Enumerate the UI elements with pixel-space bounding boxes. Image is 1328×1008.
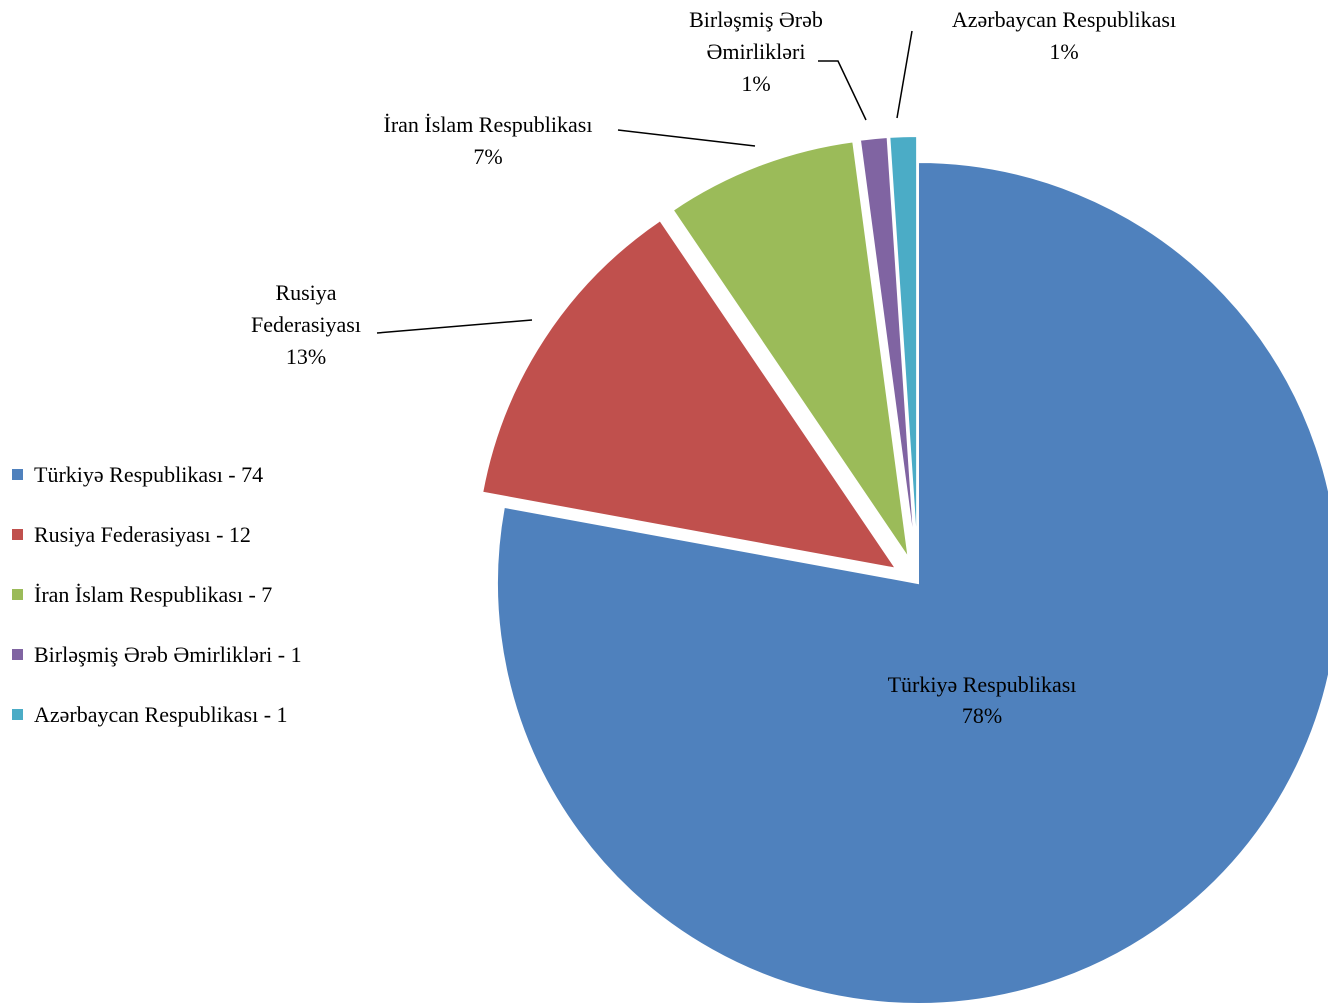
slice-labels: Türkiyə Respublikası 78% Rusiya Federasiyas… — [251, 7, 1176, 728]
data-label-iran-islam-respublikasi: 7% — [473, 144, 502, 169]
data-label-turkiye-respublikasi: 78% — [962, 703, 1002, 728]
legend: Türkiyə Respublikası - 74 Rusiya Federasi… — [12, 462, 302, 727]
leader-line-birlesmis-ereb-emirlikleri — [818, 60, 867, 121]
pie-slice-rusiya-federasiyasi — [481, 218, 899, 571]
legend-swatch-iran-islam-respublikasi — [12, 589, 23, 600]
data-label-birlesmis-ereb-emirlikleri: 1% — [741, 71, 770, 96]
legend-label-iran-islam-respublikasi: İran İslam Respublikası - 7 — [34, 582, 272, 607]
pie-slice-turkiye-respublikasi — [496, 160, 1328, 1005]
data-label-azerbaycan-respublikasi: Azərbaycan Respublikası — [952, 7, 1176, 32]
legend-swatch-turkiye-respublikasi — [12, 469, 23, 480]
legend-swatch-rusiya-federasiyasi — [12, 529, 23, 540]
pie-slice-birlesmis-ereb-emirlikleri — [858, 135, 917, 558]
data-label-turkiye-respublikasi: Türkiyə Respublikası — [888, 672, 1077, 697]
pie-slices — [481, 135, 1328, 1005]
legend-label-turkiye-respublikasi: Türkiyə Respublikası - 74 — [34, 462, 263, 487]
pie-slice-azerbaycan-respublikasi — [888, 135, 919, 558]
leader-lines — [376, 30, 913, 334]
data-label-birlesmis-ereb-emirlikleri: Birləşmiş Ərəb — [689, 7, 823, 32]
pie-slice-iran-islam-respublikasi — [671, 140, 910, 560]
data-label-rusiya-federasiyasi: 13% — [286, 344, 326, 369]
legend-swatch-birlesmis-ereb-emirlikleri — [12, 649, 23, 660]
data-label-rusiya-federasiyasi: Federasiyası — [251, 312, 361, 337]
data-label-azerbaycan-respublikasi: 1% — [1049, 39, 1078, 64]
leader-line-rusiya-federasiyasi — [376, 319, 533, 334]
data-label-birlesmis-ereb-emirlikleri: Əmirlikləri — [707, 39, 806, 64]
legend-label-birlesmis-ereb-emirlikleri: Birləşmiş Ərəb Əmirlikləri - 1 — [34, 642, 302, 667]
leader-line-iran-islam-respublikasi — [617, 129, 756, 147]
legend-swatch-azerbaycan-respublikasi — [12, 709, 23, 720]
leader-line-azerbaycan-respublikasi — [896, 30, 913, 119]
data-label-rusiya-federasiyasi: Rusiya — [275, 280, 336, 305]
data-label-iran-islam-respublikasi: İran İslam Respublikası — [384, 112, 593, 137]
legend-label-rusiya-federasiyasi: Rusiya Federasiyası - 12 — [34, 522, 251, 547]
legend-label-azerbaycan-respublikasi: Azərbaycan Respublikası - 1 — [34, 702, 288, 727]
